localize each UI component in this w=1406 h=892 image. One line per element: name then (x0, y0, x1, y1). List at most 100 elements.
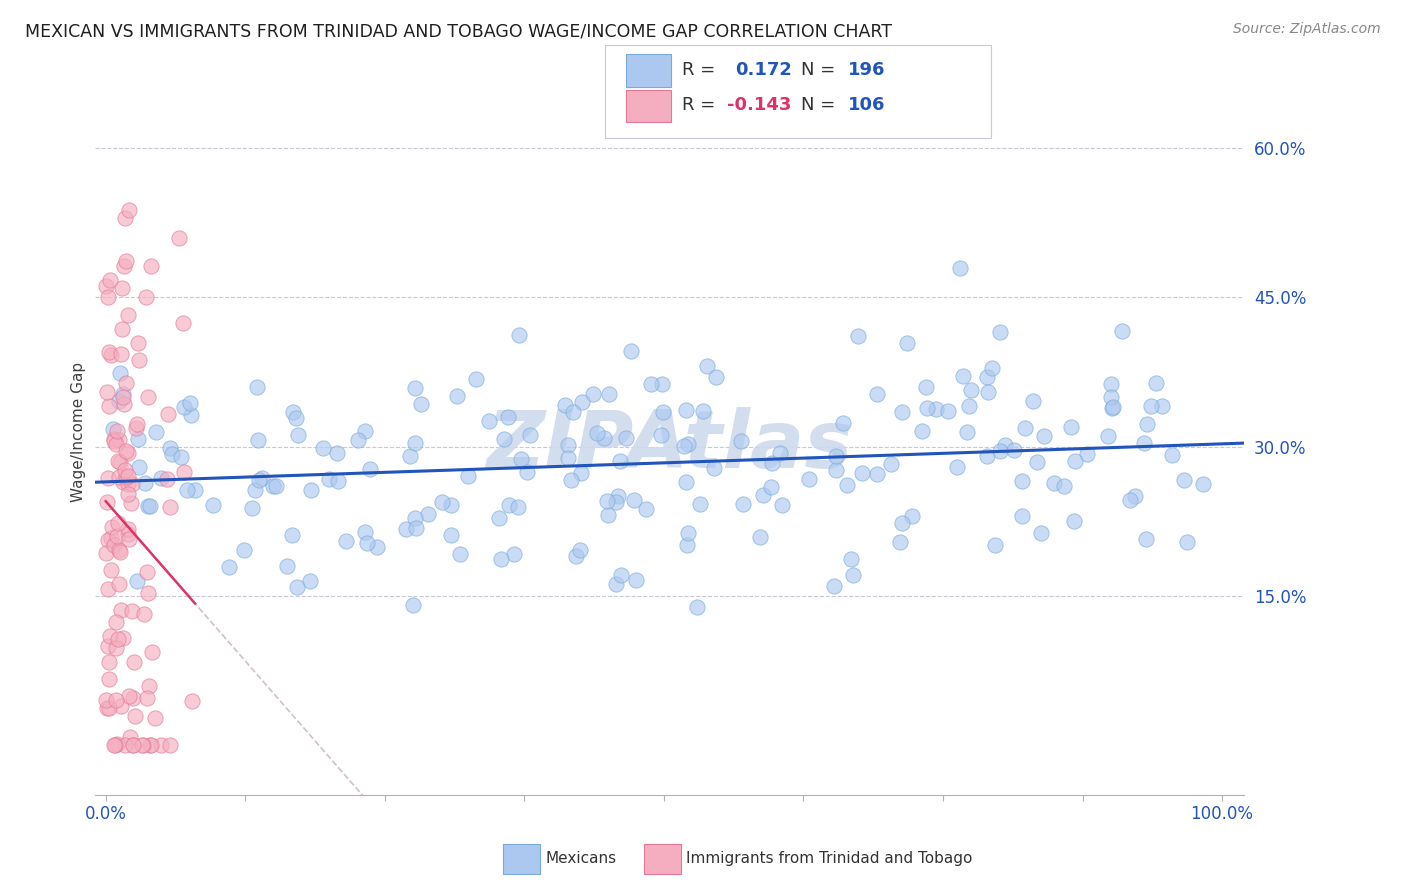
Point (598, 387, 620, 401)
Point (108, 433, 131, 447)
Point (159, 739, 181, 753)
Point (149, 471, 172, 485)
Point (262, 478, 284, 492)
Point (103, 434, 125, 449)
Point (122, 691, 145, 706)
Point (250, 471, 273, 485)
Point (1175, 534, 1198, 549)
Point (108, 576, 131, 591)
Point (115, 444, 138, 458)
Point (127, 336, 149, 351)
Point (127, 432, 149, 446)
Point (689, 496, 711, 510)
Point (405, 521, 427, 535)
Point (159, 442, 181, 456)
Point (298, 574, 321, 588)
Point (866, 467, 889, 481)
Point (104, 640, 127, 655)
Point (125, 574, 148, 588)
Point (395, 522, 418, 536)
Point (614, 431, 637, 445)
Text: Immigrants from Trinidad and Tobago: Immigrants from Trinidad and Tobago (686, 852, 973, 866)
Point (105, 737, 128, 751)
Point (1099, 376, 1122, 391)
Point (162, 447, 184, 461)
Point (159, 500, 181, 514)
Point (1011, 509, 1033, 524)
Point (138, 586, 160, 600)
Point (97, 655, 120, 669)
Point (112, 475, 135, 490)
Point (121, 604, 143, 618)
Point (96, 701, 118, 715)
Point (823, 579, 845, 593)
Point (1042, 476, 1064, 491)
Point (1191, 476, 1213, 491)
Point (115, 470, 138, 484)
Point (264, 479, 287, 493)
Point (1063, 514, 1085, 528)
Point (418, 507, 440, 521)
Point (135, 565, 157, 579)
Text: ZIPAtlas: ZIPAtlas (486, 408, 852, 485)
Point (704, 370, 727, 384)
Point (173, 400, 195, 414)
Point (107, 453, 129, 467)
Text: N =: N = (801, 96, 835, 114)
Point (139, 259, 162, 273)
Point (114, 254, 136, 268)
Point (769, 446, 792, 460)
Point (97, 672, 120, 686)
Point (609, 568, 631, 582)
Point (118, 203, 141, 218)
Point (122, 655, 145, 669)
Point (233, 542, 256, 557)
Point (915, 380, 938, 394)
Text: -0.143: -0.143 (727, 96, 792, 114)
Point (605, 577, 627, 591)
Point (169, 231, 191, 245)
Point (675, 403, 697, 417)
Point (496, 410, 519, 425)
Point (117, 477, 139, 491)
Point (96, 385, 118, 400)
Point (1135, 533, 1157, 547)
Text: R =: R = (682, 96, 716, 114)
Point (404, 381, 426, 395)
Point (585, 426, 607, 441)
Point (283, 405, 305, 419)
Point (606, 489, 628, 503)
Point (399, 449, 422, 463)
Point (651, 377, 673, 392)
Point (984, 538, 1007, 552)
Point (101, 422, 124, 436)
Point (673, 438, 696, 452)
Point (114, 463, 136, 477)
Text: Source: ZipAtlas.com: Source: ZipAtlas.com (1233, 22, 1381, 37)
Point (108, 394, 131, 409)
Point (508, 327, 530, 342)
Point (335, 533, 357, 548)
Point (569, 542, 592, 557)
Point (115, 376, 138, 390)
Point (957, 399, 980, 413)
Point (105, 424, 128, 438)
Point (138, 679, 160, 693)
Point (104, 738, 127, 752)
Point (1097, 429, 1119, 443)
Point (835, 478, 858, 492)
Point (449, 547, 471, 561)
Point (650, 428, 672, 442)
Point (696, 359, 718, 374)
Point (891, 516, 914, 530)
Point (135, 691, 157, 706)
Point (246, 380, 269, 394)
Point (118, 689, 141, 703)
Point (105, 615, 128, 630)
Point (976, 384, 998, 399)
Text: R =: R = (682, 61, 716, 78)
Point (117, 522, 139, 536)
Point (1173, 473, 1195, 487)
Point (770, 499, 793, 513)
Point (596, 493, 619, 508)
